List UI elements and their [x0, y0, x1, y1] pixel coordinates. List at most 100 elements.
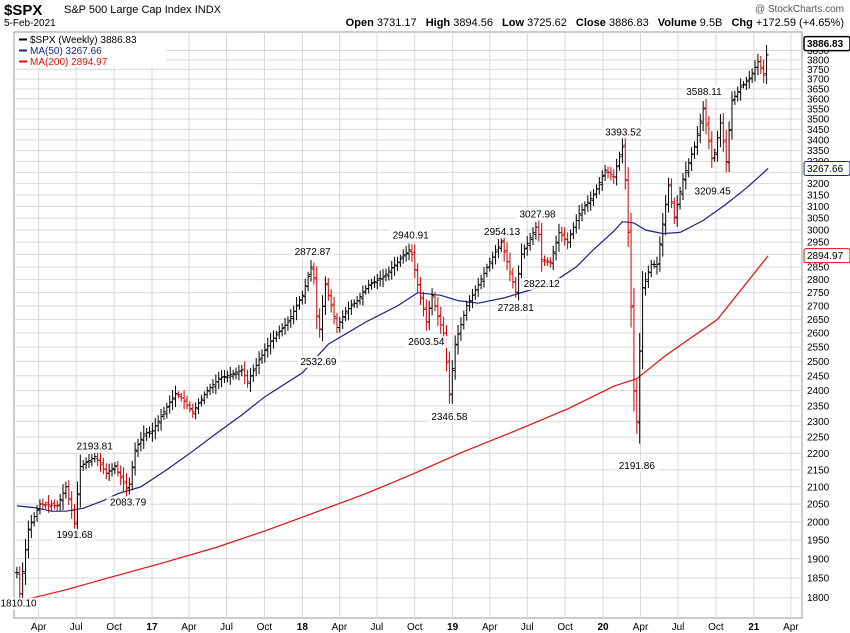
price-bar: [40, 498, 45, 510]
price-bar: [329, 289, 334, 313]
x-tick-label: Oct: [257, 622, 273, 633]
price-bar: [499, 238, 504, 253]
price-bar: [591, 189, 596, 207]
price-bar: [86, 454, 91, 468]
volume-label: Volume: [657, 17, 697, 29]
price-annotation: 2346.58: [431, 412, 468, 423]
price-bar: [112, 462, 117, 475]
price-annotation: 2603.54: [408, 337, 445, 348]
annotation-bg: [427, 410, 471, 423]
price-bar: [43, 501, 48, 509]
annotation-bg: [601, 126, 645, 139]
price-bar: [660, 213, 665, 257]
price-bar: [69, 491, 74, 519]
y-tick-label: 2650: [807, 315, 830, 326]
chart-header: $SPX S&P 500 Large Cap Index INDX @ Stoc…: [0, 0, 850, 32]
price-bar: [623, 135, 628, 190]
price-bar: [251, 364, 256, 382]
price-bar: [525, 236, 530, 256]
price-bar: [375, 273, 380, 290]
annotation-bg: [0, 597, 41, 610]
y-tick-label: 2950: [807, 238, 830, 249]
x-tick-label: Jul: [70, 622, 83, 633]
price-bar: [421, 291, 426, 317]
price-bar: [392, 256, 397, 276]
price-bar: [706, 116, 711, 150]
y-tick-label: 2200: [807, 449, 830, 460]
price-bar: [675, 195, 680, 227]
price-bar: [484, 263, 489, 278]
price-bar: [418, 276, 423, 305]
price-annotation: 2083.79: [110, 497, 147, 508]
price-annotation: 2728.81: [498, 303, 535, 314]
y-tick-label: 3450: [807, 125, 830, 136]
price-bar: [173, 385, 178, 408]
price-bar: [161, 406, 166, 420]
price-bar: [156, 415, 161, 432]
price-bar: [430, 288, 435, 316]
price-bar: [383, 268, 388, 282]
y-tick-label: 1800: [807, 593, 830, 604]
price-bar: [92, 452, 97, 463]
price-bar: [404, 245, 409, 262]
x-tick-label: Oct: [106, 622, 122, 633]
annotation-bg: [404, 336, 448, 349]
price-bar: [121, 467, 126, 492]
price-bar: [58, 494, 63, 511]
y-tick-label: 3350: [807, 146, 830, 157]
price-bar: [193, 402, 198, 420]
price-bar: [323, 276, 328, 315]
price-bar: [701, 101, 706, 132]
price-bar: [496, 238, 501, 259]
price-bar: [349, 299, 354, 315]
price-bar: [666, 177, 671, 213]
price-bar: [412, 244, 417, 279]
price-bar: [219, 369, 224, 388]
price-bar: [326, 277, 331, 301]
price-bar: [444, 325, 449, 372]
price-bar: [741, 80, 746, 89]
price-annotation: 3393.52: [605, 127, 642, 138]
y-tick-label: 3550: [807, 104, 830, 115]
price-bar: [124, 473, 129, 497]
close-label: Close: [575, 17, 606, 29]
x-tick-label: Apr: [482, 622, 498, 633]
annotation-bg: [296, 355, 341, 368]
price-bar: [386, 266, 391, 281]
price-bar: [626, 167, 631, 247]
price-bar: [72, 504, 77, 529]
price-bar: [551, 245, 556, 271]
price-bar: [332, 296, 337, 325]
price-bar: [190, 403, 195, 418]
y-tick-label: 2400: [807, 386, 830, 397]
price-bar: [210, 379, 215, 394]
close-value: 3886.83: [608, 17, 649, 29]
x-tick-label: 18: [297, 622, 309, 633]
open-label: Open: [345, 17, 374, 29]
price-bar: [147, 426, 152, 438]
price-bar: [187, 401, 192, 413]
price-bar: [196, 398, 201, 414]
y-tick-label: 2600: [807, 329, 830, 340]
price-bar: [562, 227, 567, 246]
x-tick-label: 19: [447, 622, 459, 633]
price-bar: [507, 252, 512, 282]
value-tag: [803, 35, 850, 52]
price-bar: [692, 141, 697, 159]
price-bar: [721, 113, 726, 153]
annotation-bg: [52, 528, 97, 541]
price-annotation: 2193.81: [77, 441, 114, 452]
price-bar: [141, 425, 146, 450]
price-bar: [617, 151, 622, 171]
plot-area: [13, 31, 803, 619]
price-bar: [110, 463, 115, 477]
y-tick-label: 3100: [807, 202, 830, 213]
price-bar: [669, 178, 674, 208]
price-bar: [280, 323, 285, 337]
low-value: 3725.62: [527, 17, 567, 29]
y-tick-label: 2100: [807, 482, 830, 493]
price-bar: [663, 194, 668, 236]
ohlc-summary: Open 3731.17 High 3894.56 Low 3725.62 Cl…: [346, 17, 844, 29]
price-bar: [297, 295, 302, 310]
price-bar: [340, 310, 345, 329]
